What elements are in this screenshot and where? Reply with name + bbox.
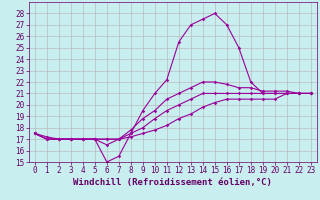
- X-axis label: Windchill (Refroidissement éolien,°C): Windchill (Refroidissement éolien,°C): [73, 178, 272, 187]
